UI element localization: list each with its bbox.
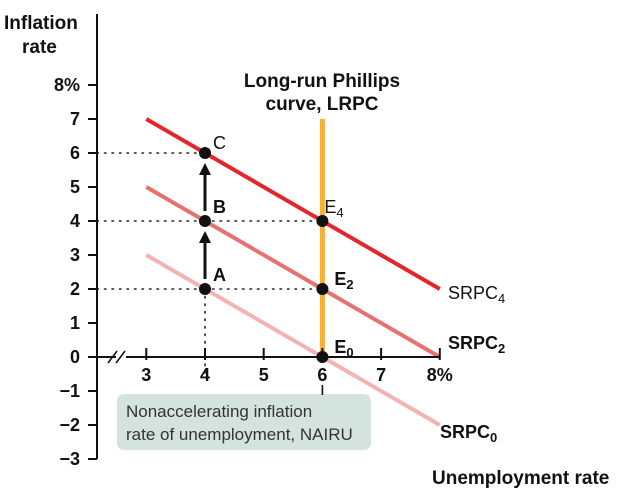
x-tick-label-8: 8% bbox=[427, 365, 453, 385]
point-C bbox=[199, 147, 211, 159]
series-line-SRPC4 bbox=[146, 119, 440, 289]
lrpc-title-line-1: Long-run Phillips bbox=[244, 71, 400, 92]
x-tick-label-4: 4 bbox=[200, 365, 210, 385]
point-label-C: C bbox=[213, 133, 226, 153]
lrpc-title-line-2: curve, LRPC bbox=[266, 94, 379, 115]
point-E2 bbox=[316, 283, 328, 295]
x-tick-label-6: 6 bbox=[317, 365, 327, 385]
y-tick-label-2: 2 bbox=[70, 279, 80, 299]
x-tick-label-3: 3 bbox=[141, 365, 151, 385]
y-tick-label-7: 7 bbox=[70, 109, 80, 129]
series-line-SRPC2 bbox=[146, 187, 440, 357]
series-label-SRPC4: SRPC4 bbox=[448, 283, 505, 306]
y-tick-label-1: 1 bbox=[70, 313, 80, 333]
y-tick-label-8: 8% bbox=[54, 75, 80, 95]
point-label-A: A bbox=[213, 265, 226, 285]
y-tick-label--1: −1 bbox=[59, 381, 80, 401]
y-tick-label--3: −3 bbox=[59, 449, 80, 469]
x-tick-label-7: 7 bbox=[376, 365, 386, 385]
y-axis-title-line-1: Inflation bbox=[4, 13, 78, 34]
nairu-annotation-line-1: Nonaccelerating inflation bbox=[126, 402, 312, 421]
series-label-SRPC2: SRPC2 bbox=[448, 333, 505, 356]
arrow-head-0 bbox=[199, 231, 211, 243]
y-tick-label-5: 5 bbox=[70, 177, 80, 197]
point-label-E4: E4 bbox=[324, 197, 343, 220]
point-B bbox=[199, 215, 211, 227]
y-tick-label-0: 0 bbox=[70, 347, 80, 367]
arrow-head-1 bbox=[199, 163, 211, 175]
y-tick-label--2: −2 bbox=[59, 415, 80, 435]
point-label-B: B bbox=[213, 197, 226, 217]
y-tick-label-4: 4 bbox=[70, 211, 80, 231]
point-label-E0: E0 bbox=[334, 337, 353, 360]
guide-lines bbox=[97, 153, 322, 373]
point-E0 bbox=[316, 351, 328, 363]
y-axis-title-line-2: rate bbox=[22, 37, 57, 58]
y-tick-label-6: 6 bbox=[70, 143, 80, 163]
y-tick-label-3: 3 bbox=[70, 245, 80, 265]
curves bbox=[146, 119, 440, 425]
nairu-annotation-group: Nonaccelerating inflation rate of unempl… bbox=[117, 394, 371, 450]
point-A bbox=[199, 283, 211, 295]
point-label-E2: E2 bbox=[334, 269, 353, 292]
x-tick-label-5: 5 bbox=[259, 365, 269, 385]
axis-break-mark-2 bbox=[116, 351, 125, 363]
nairu-annotation-line-2: rate of unemployment, NAIRU bbox=[126, 425, 353, 444]
series-label-SRPC0: SRPC0 bbox=[440, 422, 497, 445]
x-axis-title: Unemployment rate bbox=[432, 468, 609, 489]
